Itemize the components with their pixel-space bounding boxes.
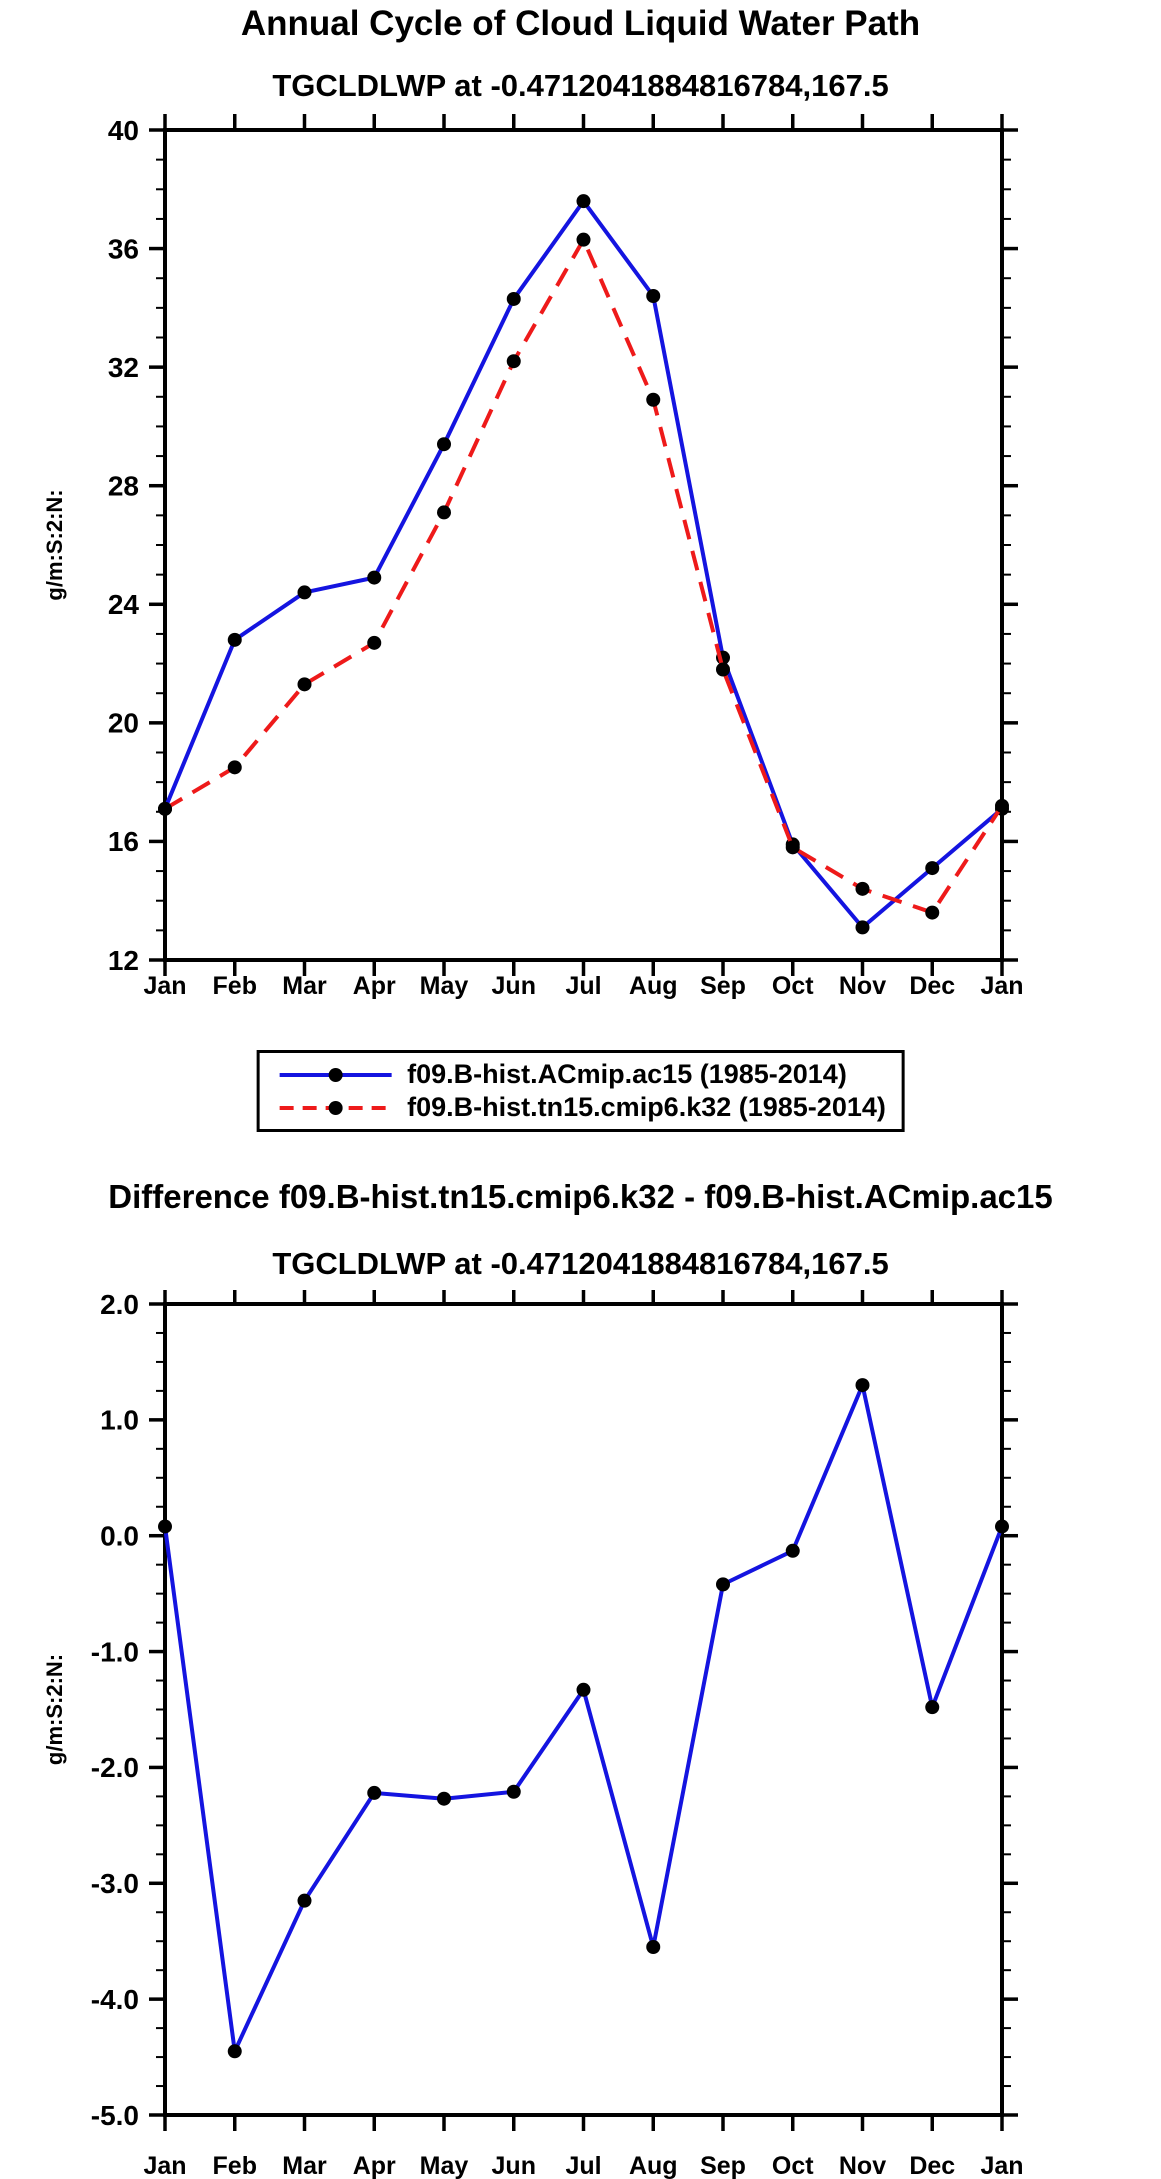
legend-item-cmip6: f09.B-hist.tn15.cmip6.k32 (1985-2014) bbox=[275, 1092, 886, 1123]
svg-text:-2.0: -2.0 bbox=[91, 1752, 139, 1783]
svg-text:28: 28 bbox=[108, 471, 139, 502]
svg-text:May: May bbox=[420, 972, 469, 1000]
svg-text:Jan: Jan bbox=[980, 2152, 1023, 2179]
svg-text:-1.0: -1.0 bbox=[91, 1636, 139, 1667]
series-0-markers bbox=[158, 1378, 1009, 2059]
legend-label-series2: f09.B-hist.tn15.cmip6.k32 (1985-2014) bbox=[407, 1092, 886, 1122]
svg-text:12: 12 bbox=[108, 945, 139, 976]
svg-text:24: 24 bbox=[108, 589, 140, 620]
svg-text:Sep: Sep bbox=[700, 972, 746, 1000]
svg-text:Feb: Feb bbox=[213, 2152, 257, 2179]
svg-text:Jan: Jan bbox=[143, 972, 186, 1000]
annual-cycle-line-chart: 12 16 20 24 28 32 36 40 Jan Feb Mar Apr May Jun Jul Aug… bbox=[42, 114, 1024, 1000]
svg-text:May: May bbox=[420, 2152, 469, 2179]
series-1-line bbox=[163, 237, 1004, 915]
x-axis-labels: Jan Feb Mar Apr May Jun Jul Aug Sep Oct Nov Dec Jan bbox=[143, 972, 1023, 1000]
y-axis-title: g/m:S:2:N: bbox=[42, 1654, 67, 1765]
chart-legend: f09.B-hist.ACmip.ac15 (1985-2014) f09.B-… bbox=[256, 1050, 905, 1132]
plot-frame bbox=[163, 128, 1004, 962]
svg-text:Mar: Mar bbox=[282, 972, 327, 1000]
svg-text:20: 20 bbox=[108, 708, 139, 739]
svg-text:Nov: Nov bbox=[839, 2152, 886, 2179]
svg-text:Oct: Oct bbox=[772, 2152, 814, 2179]
svg-text:32: 32 bbox=[108, 352, 139, 383]
svg-text:Oct: Oct bbox=[772, 972, 814, 1000]
y-axis-labels: 12 16 20 24 28 32 36 40 bbox=[108, 115, 140, 976]
svg-text:Mar: Mar bbox=[282, 2152, 327, 2179]
svg-text:40: 40 bbox=[108, 115, 139, 146]
x-axis-ticks bbox=[163, 1290, 1004, 2131]
svg-text:Aug: Aug bbox=[629, 2152, 678, 2179]
y-axis-ticks bbox=[149, 1302, 1018, 2117]
legend-item-acmip: f09.B-hist.ACmip.ac15 (1985-2014) bbox=[275, 1059, 886, 1090]
svg-text:-5.0: -5.0 bbox=[91, 2100, 139, 2131]
svg-text:Feb: Feb bbox=[213, 972, 257, 1000]
x-axis-ticks bbox=[163, 114, 1004, 976]
svg-text:g/m:S:2:N:: g/m:S:2:N: bbox=[42, 489, 67, 600]
y-axis-ticks bbox=[149, 128, 1018, 962]
series-0-line bbox=[163, 1383, 1004, 2054]
svg-text:Jan: Jan bbox=[143, 2152, 186, 2179]
svg-text:Jun: Jun bbox=[492, 972, 536, 1000]
svg-text:36: 36 bbox=[108, 233, 139, 264]
svg-text:16: 16 bbox=[108, 826, 139, 857]
svg-text:Apr: Apr bbox=[353, 972, 396, 1000]
svg-text:Nov: Nov bbox=[839, 972, 886, 1000]
y-axis-labels: -5.0 -4.0 -3.0 -2.0 -1.0 0.0 1.0 2.0 bbox=[91, 1290, 139, 2131]
svg-text:Apr: Apr bbox=[353, 2152, 396, 2179]
svg-text:Jun: Jun bbox=[492, 2152, 536, 2179]
svg-text:Dec: Dec bbox=[909, 972, 955, 1000]
svg-text:g/m:S:2:N:: g/m:S:2:N: bbox=[42, 1654, 67, 1765]
svg-text:Aug: Aug bbox=[629, 972, 678, 1000]
svg-text:Jul: Jul bbox=[565, 972, 601, 1000]
chart1-subtitle: TGCLDLWP at -0.4712041884816784,167.5 bbox=[272, 68, 889, 103]
svg-text:-4.0: -4.0 bbox=[91, 1984, 139, 2015]
series-1-markers bbox=[158, 232, 1009, 920]
svg-text:Jan: Jan bbox=[980, 972, 1023, 1000]
series-0-line bbox=[163, 199, 1004, 930]
legend-dashed-line-icon bbox=[279, 1100, 392, 1115]
y-axis-title: g/m:S:2:N: bbox=[42, 489, 67, 600]
x-axis-labels: Jan Feb Mar Apr May Jun Jul Aug Sep Oct Nov Dec Jan bbox=[143, 2152, 1023, 2179]
legend-solid-line-icon bbox=[279, 1067, 392, 1082]
page-title: Annual Cycle of Cloud Liquid Water Path bbox=[240, 4, 921, 43]
svg-text:-3.0: -3.0 bbox=[91, 1868, 139, 1899]
difference-line-chart: -5.0 -4.0 -3.0 -2.0 -1.0 0.0 1.0 2.0 Jan Feb Mar Ap… bbox=[42, 1290, 1024, 2179]
svg-text:1.0: 1.0 bbox=[100, 1405, 139, 1436]
svg-text:Dec: Dec bbox=[909, 2152, 955, 2179]
difference-chart-title: Difference f09.B-hist.tn15.cmip6.k32 - f… bbox=[108, 1178, 1053, 1215]
series-0-markers bbox=[158, 194, 1009, 935]
legend-label-series1: f09.B-hist.ACmip.ac15 (1985-2014) bbox=[407, 1059, 847, 1089]
svg-text:0.0: 0.0 bbox=[100, 1521, 139, 1552]
chart2-subtitle: TGCLDLWP at -0.4712041884816784,167.5 bbox=[272, 1246, 889, 1281]
plot-frame bbox=[163, 1302, 1004, 2117]
svg-text:Sep: Sep bbox=[700, 2152, 746, 2179]
svg-text:Jul: Jul bbox=[565, 2152, 601, 2179]
svg-text:2.0: 2.0 bbox=[100, 1290, 139, 1320]
